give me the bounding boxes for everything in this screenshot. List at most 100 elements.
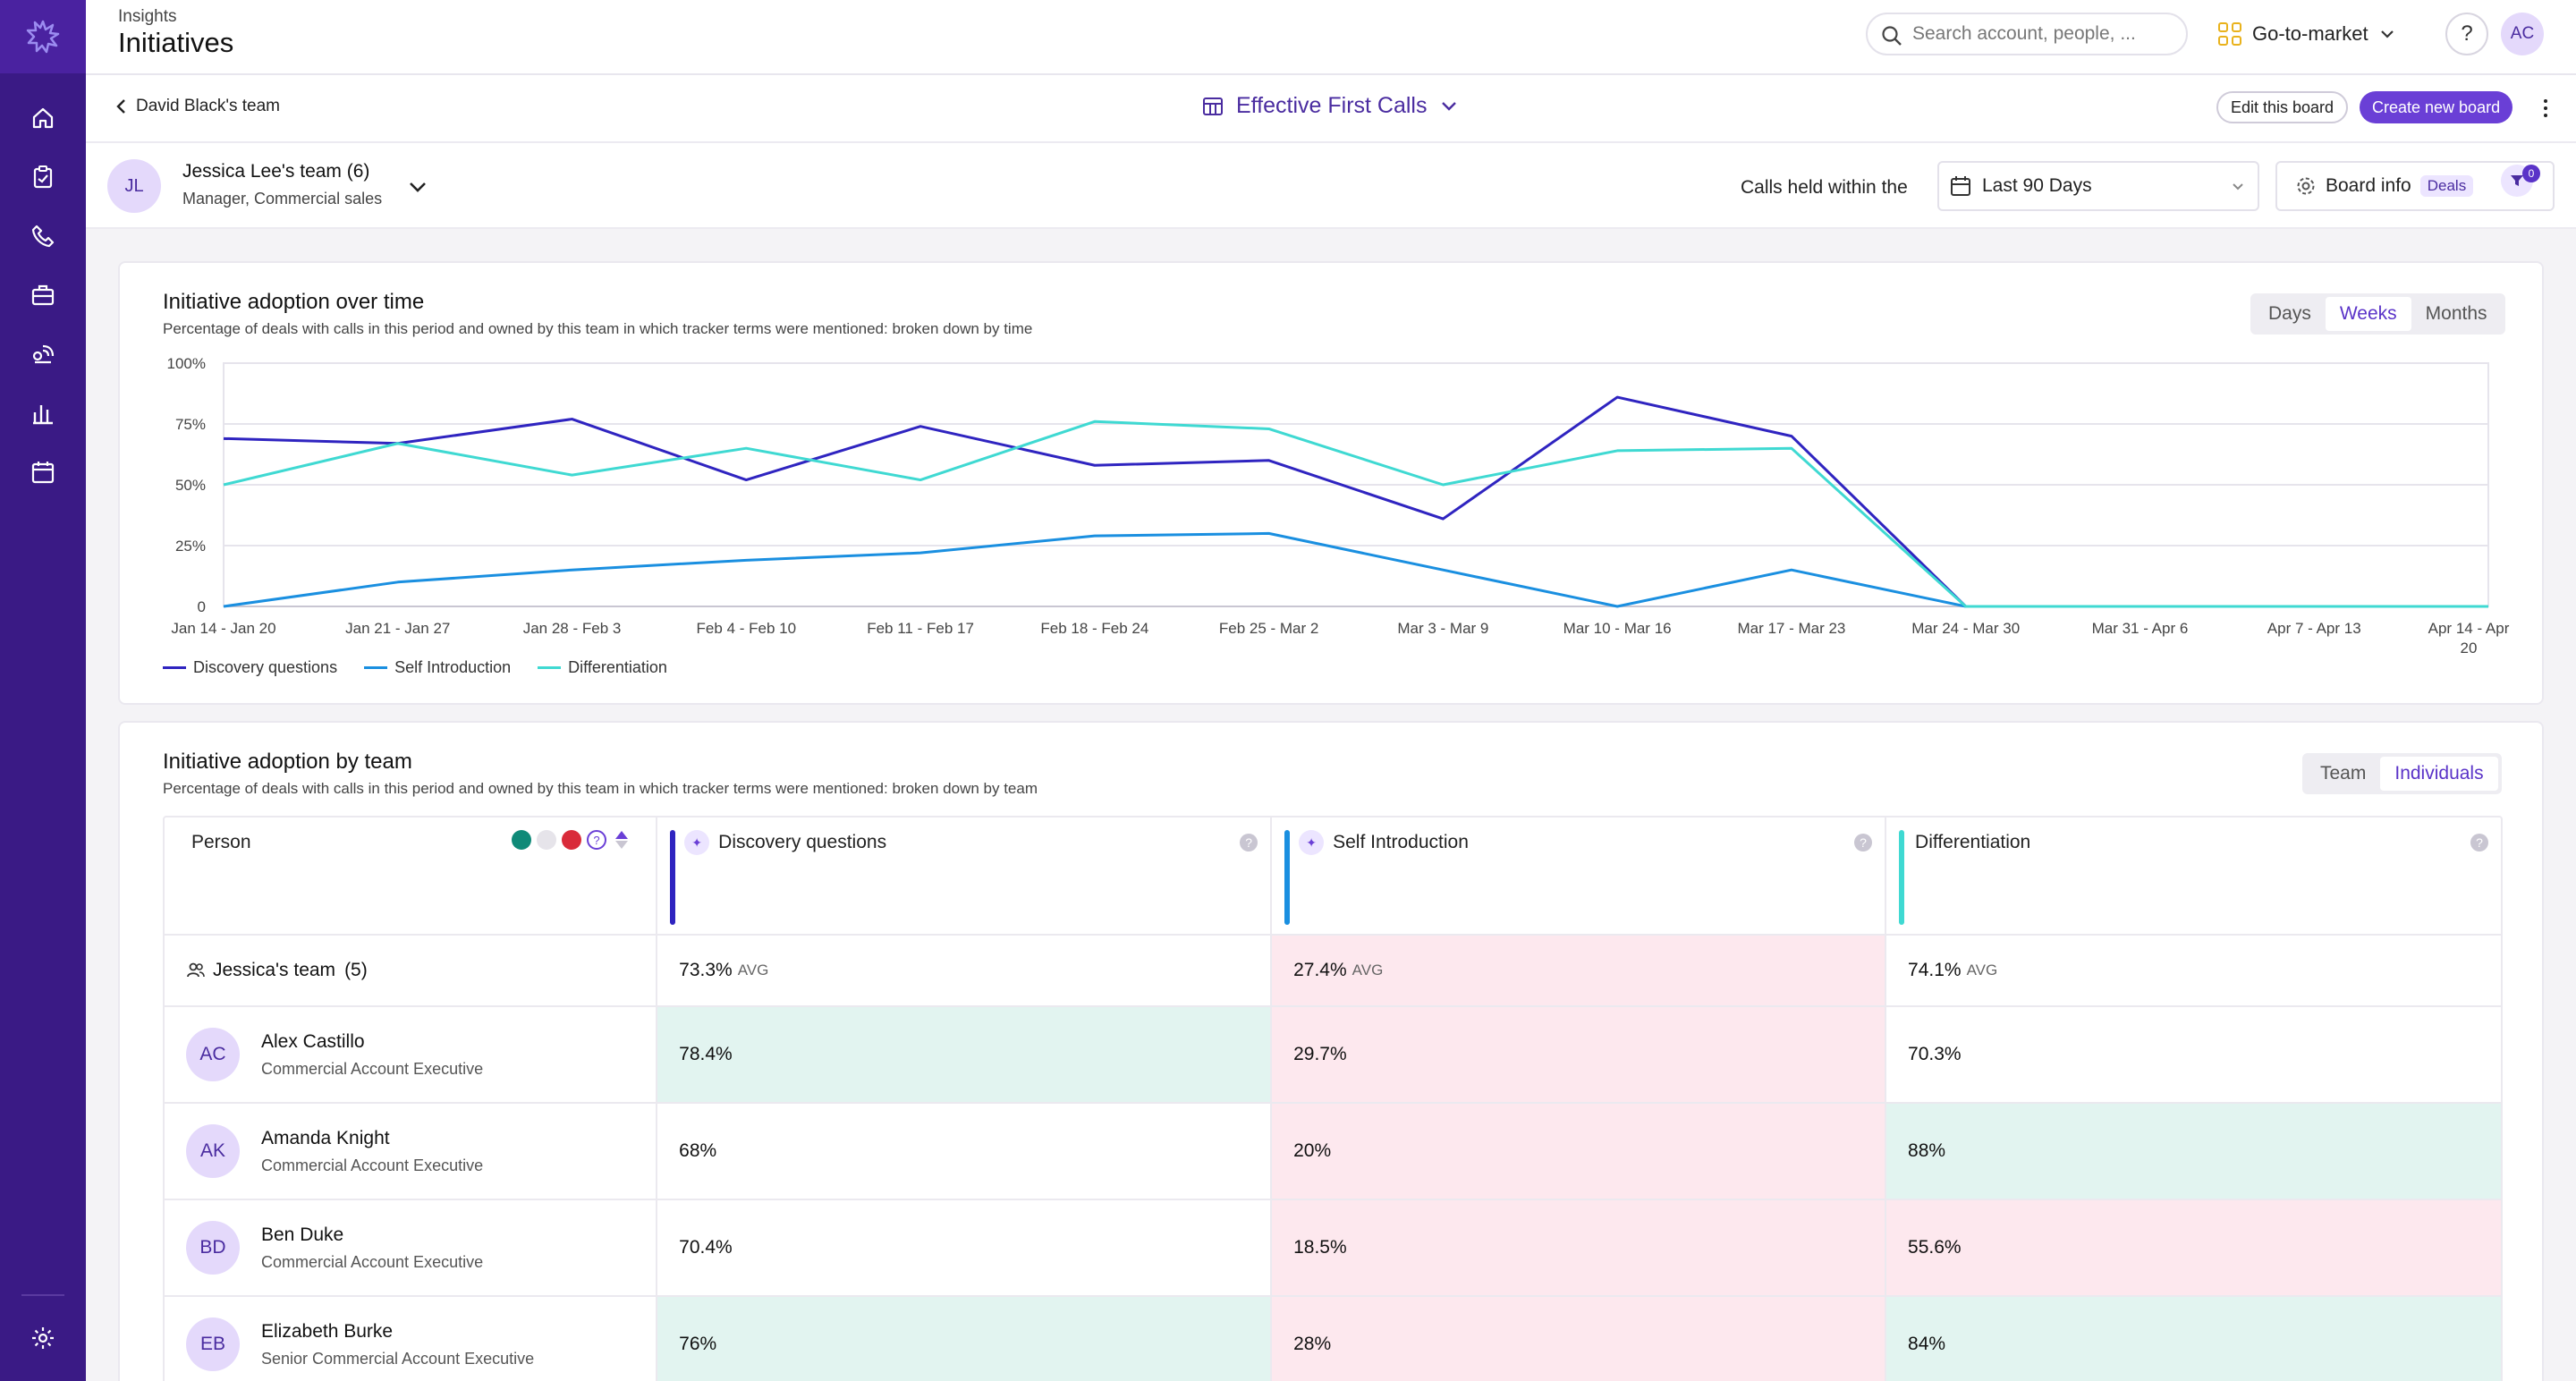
series-line-2	[223, 419, 2488, 608]
chevron-down-icon	[2233, 183, 2243, 191]
legend-item-self-intro[interactable]: Self Introduction	[364, 658, 511, 677]
differentiation-cell: 70.3%	[1908, 1044, 1962, 1064]
person-cell: AK Amanda Knight Commercial Account Execu…	[165, 1104, 658, 1199]
table-row[interactable]: AK Amanda Knight Commercial Account Execu…	[165, 1104, 2501, 1200]
calendar-icon	[1951, 176, 1970, 196]
avatar: BD	[186, 1221, 240, 1275]
table-row[interactable]: BD Ben Duke Commercial Account Executive …	[165, 1200, 2501, 1297]
series-color-bar	[1284, 830, 1291, 925]
table-card-title: Initiative adoption by team	[163, 750, 412, 774]
chevron-down-icon[interactable]	[404, 174, 431, 200]
toggle-individuals[interactable]: Individuals	[2380, 757, 2498, 791]
person-name[interactable]: Elizabeth Burke	[261, 1320, 394, 1342]
avg-label: AVG	[737, 962, 769, 979]
signal-icon[interactable]	[25, 336, 61, 372]
table-row[interactable]: AC Alex Castillo Commercial Account Execu…	[165, 1007, 2501, 1104]
sort-icon[interactable]	[615, 831, 628, 849]
series-color-bar	[1899, 830, 1905, 925]
column-header-differentiation[interactable]: Differentiation ?	[1886, 818, 2501, 934]
x-tick-label: Apr 14 - Apr	[2428, 620, 2510, 637]
help-icon[interactable]: ?	[587, 830, 606, 850]
sparkle-icon: ✦	[1299, 830, 1325, 855]
discovery-cell: 76%	[657, 1297, 1273, 1381]
back-link[interactable]: David Black's team	[114, 97, 280, 116]
info-icon[interactable]: ?	[2470, 834, 2488, 851]
info-icon[interactable]: ?	[1240, 834, 1258, 851]
team-self-intro-cell: 27.4% AVG	[1272, 936, 1887, 1005]
column-label: Differentiation	[1915, 832, 2031, 852]
info-icon[interactable]: ?	[1854, 834, 1873, 851]
toggle-team[interactable]: Team	[2320, 763, 2367, 784]
toggle-days[interactable]: Days	[2268, 303, 2311, 324]
adoption-line-chart: 0 25% 50% 75% 100% Jan 14 - Jan 20 Jan 21 - Ja…	[167, 355, 2510, 657]
phone-icon[interactable]	[25, 218, 61, 254]
filter-count-badge: 0	[2522, 165, 2540, 182]
bar-chart-icon[interactable]	[25, 395, 61, 431]
app-logo[interactable]	[0, 0, 86, 73]
chevron-down-icon	[1442, 101, 1457, 111]
calendar-icon[interactable]	[25, 454, 61, 490]
legend-item-discovery[interactable]: Discovery questions	[163, 658, 337, 677]
team-cell: Jessica's team (5)	[165, 936, 658, 1005]
team-summary-row[interactable]: Jessica's team (5) 73.3% AVG 27.4% AVG 74.…	[165, 936, 2501, 1007]
chevron-left-icon	[116, 99, 125, 114]
y-tick-label: 25%	[175, 538, 206, 555]
table-header-row: Person ? ✦ Discovery questions ? ✦ Self …	[165, 818, 2501, 936]
x-tick-label: Mar 31 - Apr 6	[2092, 620, 2189, 637]
person-cell: EB Elizabeth Burke Senior Commercial Acco…	[165, 1297, 658, 1381]
avg-label: AVG	[1352, 962, 1384, 979]
board-selector[interactable]: Effective First Calls	[1202, 93, 1459, 119]
person-name[interactable]: Ben Duke	[261, 1224, 344, 1245]
chart-card-subtitle: Percentage of deals with calls in this p…	[163, 320, 1033, 337]
legend-label: Discovery questions	[193, 658, 338, 676]
bad-dot-icon	[562, 830, 581, 850]
team-avatar: JL	[107, 159, 161, 213]
help-button[interactable]: ?	[2445, 13, 2488, 55]
search-box[interactable]	[1866, 13, 2188, 55]
breadcrumb-category: Insights	[118, 7, 177, 26]
column-header-self-intro[interactable]: ✦ Self Introduction ?	[1272, 818, 1887, 934]
workspace-selector[interactable]: Go-to-market	[2218, 18, 2395, 50]
briefcase-icon[interactable]	[25, 277, 61, 313]
table-row[interactable]: EB Elizabeth Burke Senior Commercial Acco…	[165, 1297, 2501, 1381]
cell-value: 27.4%	[1293, 960, 1347, 980]
x-tick-label: Jan 14 - Jan 20	[171, 620, 275, 637]
x-tick-label-wrap: 20	[2461, 640, 2478, 657]
person-name[interactable]: Alex Castillo	[261, 1030, 365, 1052]
x-tick-label: Feb 18 - Feb 24	[1040, 620, 1148, 637]
starburst-logo-icon	[26, 20, 60, 54]
clipboard-icon[interactable]	[25, 159, 61, 195]
legend-label: Differentiation	[568, 658, 667, 676]
team-name[interactable]: Jessica Lee's team (6)	[182, 161, 370, 182]
legend-label: Self Introduction	[394, 658, 512, 676]
sidebar	[0, 0, 86, 1381]
search-input[interactable]	[1912, 21, 2172, 47]
edit-board-button[interactable]: Edit this board	[2216, 91, 2349, 123]
good-dot-icon	[512, 830, 531, 850]
home-icon[interactable]	[25, 100, 61, 136]
column-header-discovery[interactable]: ✦ Discovery questions ?	[657, 818, 1273, 934]
team-differentiation-cell: 74.1% AVG	[1886, 936, 2501, 1005]
user-avatar[interactable]: AC	[2501, 13, 2544, 55]
toggle-weeks[interactable]: Weeks	[2325, 297, 2411, 331]
back-link-label: David Black's team	[136, 97, 280, 115]
x-tick-label: Feb 25 - Mar 2	[1219, 620, 1319, 637]
team-role: Manager, Commercial sales	[182, 190, 383, 208]
legend-item-differentiation[interactable]: Differentiation	[538, 658, 667, 677]
person-name[interactable]: Amanda Knight	[261, 1127, 390, 1148]
person-role: Commercial Account Executive	[261, 1156, 484, 1174]
toggle-months[interactable]: Months	[2425, 303, 2487, 324]
column-header-person[interactable]: Person ?	[165, 818, 658, 934]
differentiation-cell: 84%	[1886, 1297, 2501, 1381]
team-discovery-cell: 73.3% AVG	[657, 936, 1273, 1005]
team-label: Jessica's team	[213, 960, 336, 980]
settings-icon[interactable]	[25, 1320, 61, 1356]
date-range-select[interactable]: Last 90 Days	[1937, 161, 2259, 211]
discovery-cell: 78.4%	[657, 1007, 1273, 1102]
chart-legend: Discovery questions Self Introduction Di…	[163, 658, 667, 677]
more-options-icon[interactable]	[2537, 91, 2555, 125]
create-board-button[interactable]: Create new board	[2360, 91, 2513, 123]
column-label: Self Introduction	[1333, 832, 1469, 852]
self-intro-cell: 29.7%	[1272, 1007, 1887, 1102]
table-icon	[1203, 97, 1223, 115]
